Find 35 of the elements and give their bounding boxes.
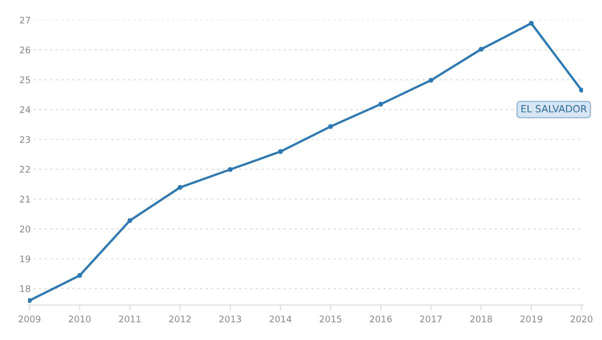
y-tick-label: 23 <box>20 136 30 143</box>
x-tick-label: 2015 <box>320 316 342 322</box>
point <box>378 102 384 107</box>
y-tick-label: 25 <box>20 76 30 84</box>
x-tick-label: 2011 <box>119 316 141 322</box>
x-tick-label: 2014 <box>270 316 292 322</box>
x-tick-label: 2009 <box>18 316 40 322</box>
x-tick-label: 2017 <box>420 316 442 322</box>
y-tick-label: 19 <box>20 255 30 262</box>
point <box>528 20 534 26</box>
point <box>278 149 283 154</box>
y-tick-label: 18 <box>20 285 30 292</box>
point <box>228 167 233 172</box>
x-tick-label: 2020 <box>570 316 592 322</box>
x-tick-label: 2018 <box>470 316 492 322</box>
x-tick-label: 2010 <box>68 316 91 322</box>
y-tick-label: 24 <box>20 106 30 113</box>
x-tick-label: 2019 <box>520 316 542 322</box>
y-tick-label: 22 <box>20 166 30 173</box>
point <box>178 184 182 190</box>
x-tick-label: 2012 <box>169 316 191 322</box>
point <box>77 273 82 278</box>
y-tick-label: 26 <box>20 46 30 54</box>
point <box>127 218 132 223</box>
series-label: EL SALVADOR <box>521 105 587 112</box>
point <box>579 88 583 93</box>
x-tick-label: 2016 <box>370 316 392 322</box>
point <box>428 78 434 83</box>
y-tick-label: 21 <box>20 196 30 202</box>
y-tick-label: 27 <box>20 16 30 24</box>
point <box>478 46 484 52</box>
point <box>28 298 32 303</box>
y-tick-label: 20 <box>20 226 30 232</box>
x-tick-label: 2013 <box>219 316 241 322</box>
point <box>328 124 334 129</box>
